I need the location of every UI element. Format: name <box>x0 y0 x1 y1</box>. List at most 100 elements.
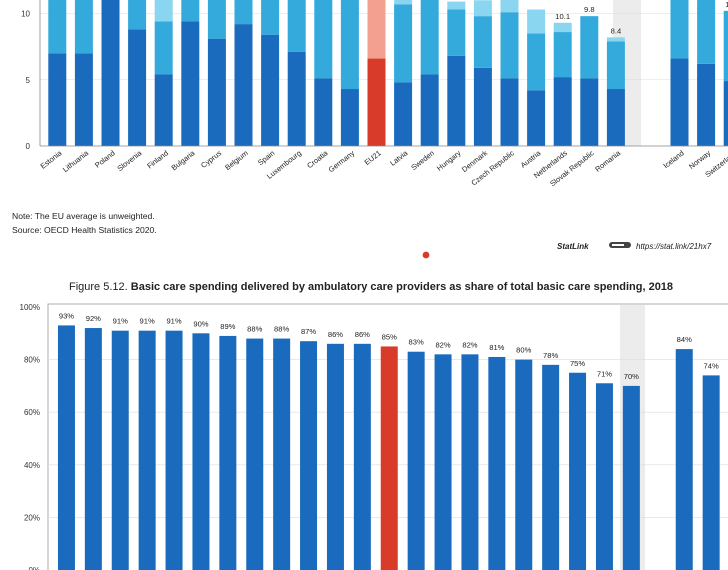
top-data-label-switzerland: 10.2 <box>725 0 728 9</box>
bottom-data-label-22: 70% <box>624 372 639 381</box>
bottom-bar-18 <box>515 359 533 570</box>
bottom-bar-9 <box>273 338 291 570</box>
top-chart: 10.1 9.8 8.4 10.2 0 5 10 EstoniaLithuaniaPola… <box>21 0 728 188</box>
bottom-data-label-14: 83% <box>409 338 424 347</box>
top-bar-latvia-segment-3 <box>394 0 413 5</box>
top-bar-latvia-segment-2 <box>394 4 413 83</box>
bottom-y-tick-label: 40% <box>24 461 40 470</box>
top-bar-lithuania-segment-1 <box>74 53 93 146</box>
bottom-data-label-3: 91% <box>113 317 128 326</box>
top-bar-austria-segment-2 <box>527 33 546 91</box>
top-chart-y-ticks: 0 5 10 <box>21 10 30 152</box>
top-bar-hungary-segment-1 <box>447 55 466 146</box>
bottom-bar-3 <box>111 330 129 570</box>
bottom-data-label-5: 91% <box>166 317 181 326</box>
top-bar-finland-segment-3 <box>154 0 173 22</box>
bottom-data-label-21: 71% <box>597 369 612 378</box>
bottom-bar-15 <box>434 354 452 570</box>
bottom-bar-12 <box>353 343 371 570</box>
top-bar-slovak-republic-segment-2 <box>580 16 599 79</box>
top-bar-slovak-republic-segment-1 <box>580 78 599 146</box>
bottom-bar-23 <box>675 349 693 570</box>
top-x-label-slovenia: Slovenia <box>115 148 144 173</box>
top-bar-croatia-segment-2 <box>314 0 333 79</box>
top-bar-sweden-segment-1 <box>420 74 439 146</box>
top-bar-austria-segment-3 <box>527 9 546 34</box>
top-bar-romania-segment-3 <box>606 37 625 42</box>
top-y-tick-label: 5 <box>26 76 31 85</box>
top-x-label-poland: Poland <box>93 148 117 169</box>
top-bar-bulgaria-segment-2 <box>181 0 200 22</box>
top-x-label-finland: Finland <box>145 148 170 170</box>
top-bar-sweden-segment-2 <box>420 0 439 75</box>
statlink[interactable]: StatLink https://stat.link/21hx7 <box>557 242 712 251</box>
top-y-tick-label: 0 <box>26 142 31 151</box>
bottom-bar-13 <box>380 346 398 570</box>
bottom-y-tick-label: 60% <box>24 408 40 417</box>
top-bar-slovenia-segment-2 <box>128 0 147 30</box>
bottom-chart: 93% 92% 91% 91% 91% 90% 89% 88% 88% 87% 86% 86% 85% 8… <box>20 303 728 570</box>
top-data-label-romania: 8.4 <box>611 26 622 35</box>
top-bar-cyprus-segment-1 <box>207 38 226 146</box>
top-bar-luxembourg-segment-1 <box>287 51 306 146</box>
bottom-bar-20 <box>569 372 587 570</box>
top-bar-eu21-segment-1 <box>367 58 386 146</box>
bottom-chart-bars <box>57 325 720 570</box>
top-bar-poland-segment-1 <box>101 0 120 146</box>
bottom-bar-24 <box>702 375 720 570</box>
bottom-data-label-8: 88% <box>247 325 262 334</box>
top-x-label-romania: Romania <box>593 148 623 174</box>
bottom-data-label-12: 86% <box>355 330 370 339</box>
top-bar-norway-segment-1 <box>697 63 716 146</box>
top-y-tick-label: 10 <box>21 10 30 19</box>
bottom-data-label-16: 82% <box>462 340 477 349</box>
bottom-bar-16 <box>461 354 479 570</box>
top-bar-norway-segment-2 <box>697 0 716 64</box>
statlink-url[interactable]: https://stat.link/21hx7 <box>636 242 712 251</box>
top-bar-czech-republic-segment-3 <box>500 0 519 13</box>
bottom-data-label-9: 88% <box>274 325 289 334</box>
top-x-label-iceland: Iceland <box>661 148 685 170</box>
top-x-label-lithuania: Lithuania <box>61 148 91 174</box>
bottom-bar-5 <box>165 330 183 570</box>
bottom-data-label-17: 81% <box>489 343 504 352</box>
bottom-y-tick-label: 0% <box>28 566 40 570</box>
top-x-label-spain: Spain <box>256 148 276 167</box>
top-x-label-eu21: EU21 <box>363 148 383 166</box>
bottom-y-tick-label: 100% <box>20 303 40 312</box>
top-bar-hungary-segment-3 <box>447 1 466 10</box>
top-bar-germany-segment-1 <box>340 89 359 146</box>
top-bar-cyprus-segment-2 <box>207 0 226 39</box>
figure-title: Figure 5.12. Basic care spending deliver… <box>69 281 673 293</box>
top-bar-hungary-segment-2 <box>447 9 466 56</box>
bottom-data-label-11: 86% <box>328 330 343 339</box>
top-bar-netherlands-segment-1 <box>553 77 572 146</box>
top-bar-denmark-segment-2 <box>473 16 492 68</box>
source-text: Source: OECD Health Statistics 2020. <box>12 225 157 235</box>
figure-title-prefix: Figure 5.12. <box>69 281 131 293</box>
top-bar-romania-segment-2 <box>606 41 625 90</box>
top-x-label-germany: Germany <box>327 148 357 174</box>
top-bar-denmark-segment-3 <box>473 0 492 17</box>
bottom-bar-4 <box>138 330 156 570</box>
top-bar-belgium-segment-1 <box>234 24 253 147</box>
bottom-y-tick-label: 20% <box>24 513 40 522</box>
top-bar-netherlands-segment-2 <box>553 32 572 78</box>
top-bar-estonia-segment-2 <box>48 0 67 54</box>
note-text: Note: The EU average is unweighted. <box>12 211 155 221</box>
top-bar-iceland-segment-1 <box>670 58 689 146</box>
top-x-label-bulgaria: Bulgaria <box>170 148 198 172</box>
top-bar-netherlands-segment-3 <box>553 22 572 33</box>
statlink-arrow-icon <box>609 242 631 248</box>
top-bar-czech-republic-segment-2 <box>500 12 519 79</box>
top-bar-croatia-segment-1 <box>314 78 333 146</box>
top-x-label-latvia: Latvia <box>388 148 410 168</box>
bottom-bar-1 <box>57 325 75 570</box>
top-bar-spain-segment-2 <box>261 0 280 35</box>
top-x-label-sweden: Sweden <box>409 148 436 172</box>
top-bar-estonia-segment-1 <box>48 53 67 146</box>
top-bar-latvia-segment-1 <box>394 82 413 146</box>
bottom-data-label-24: 74% <box>704 361 719 370</box>
